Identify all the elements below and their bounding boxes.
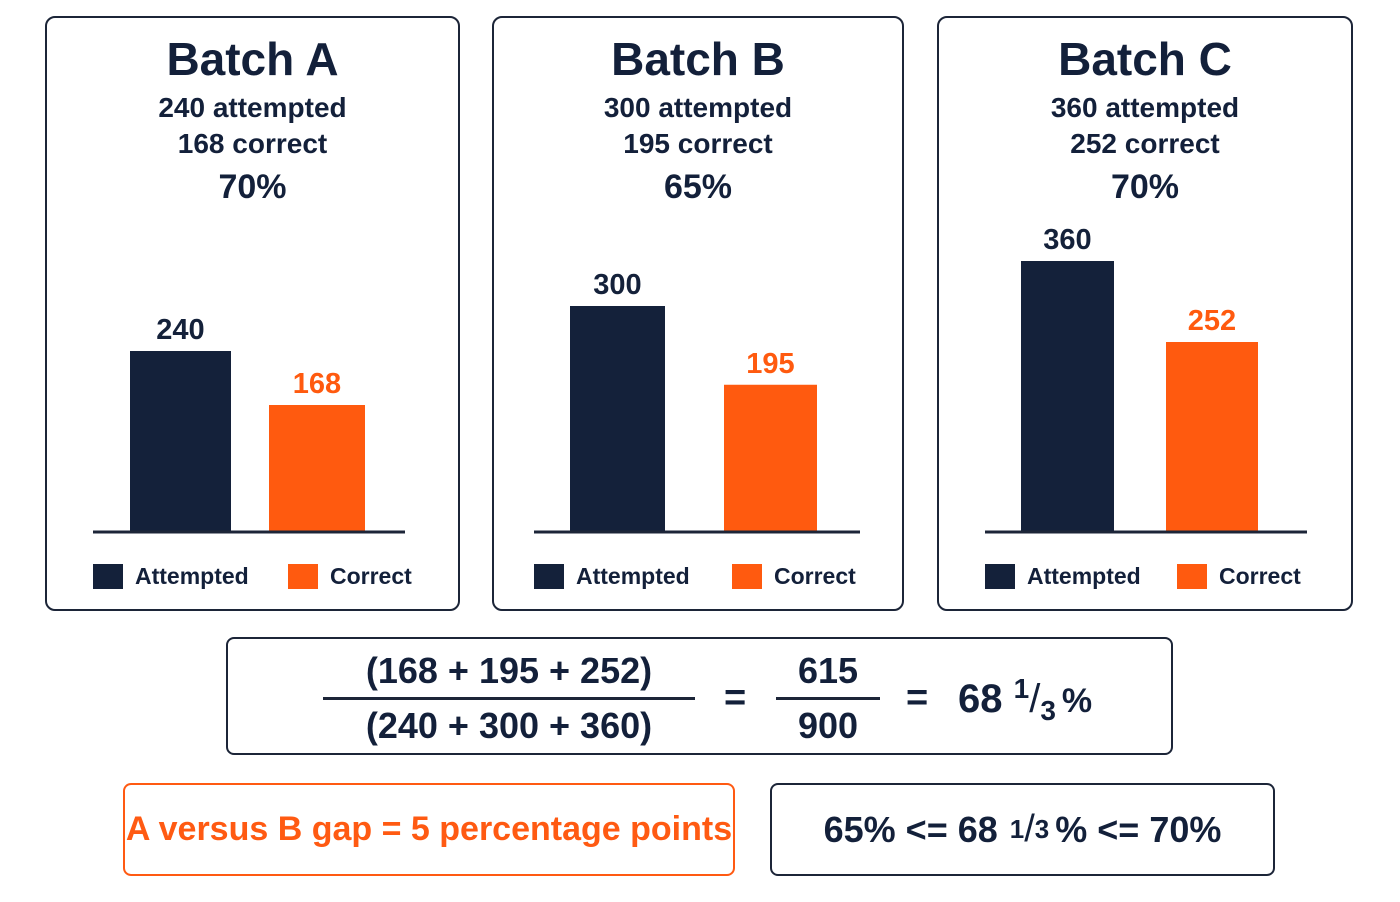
legend-label: Attempted <box>1027 563 1141 589</box>
attempted-value-label: 240 <box>156 314 204 346</box>
panel-title: Batch A <box>166 33 339 85</box>
attempted-line: 300 attempted <box>603 92 793 123</box>
attempted-line: 360 attempted <box>1050 92 1240 123</box>
legend-item-attempted: Attempted <box>985 563 1141 590</box>
attempted-swatch <box>93 564 123 589</box>
gap-note: A versus B gap = 5 percentage points <box>123 783 735 876</box>
correct-swatch <box>288 564 318 589</box>
legend-label: Correct <box>774 563 856 589</box>
fraction-bar <box>323 697 695 700</box>
correct-bar <box>724 384 817 531</box>
legend-item-correct: Correct <box>1177 563 1301 590</box>
panel-title: Batch C <box>1058 33 1232 85</box>
correct-bar <box>269 405 365 531</box>
bar-chart: 300 195 <box>534 269 860 534</box>
attempted-bar <box>570 306 665 531</box>
bar-chart: 360 252 <box>985 224 1307 534</box>
percent-line: 65% <box>663 168 733 206</box>
correct-value-label: 168 <box>293 368 341 400</box>
batch-c-panel: Batch C 360 attempted 252 correct 70% 36… <box>937 16 1353 611</box>
result-frac-num: 1 <box>1013 673 1030 704</box>
correct-line: 195 correct <box>623 128 773 159</box>
legend-label: Attempted <box>135 563 249 589</box>
percent-line: 70% <box>1110 168 1180 206</box>
correct-line: 252 correct <box>1070 128 1220 159</box>
batch-b-panel: Batch B 300 attempted 195 correct 65% 30… <box>492 16 904 611</box>
legend-label: Correct <box>1219 563 1301 589</box>
fraction-numerator: (168 + 195 + 252) <box>365 650 653 691</box>
correct-value-label: 252 <box>1188 305 1236 337</box>
panel-title: Batch B <box>611 33 785 85</box>
attempted-bar <box>1021 261 1114 531</box>
correct-value-label: 195 <box>746 348 794 380</box>
aggregate-equation: (168 + 195 + 252) (240 + 300 + 360) = 61… <box>226 637 1173 755</box>
attempted-line: 240 attempted <box>158 92 347 123</box>
sum-fraction: (168 + 195 + 252) (240 + 300 + 360) <box>323 649 695 748</box>
legend-label: Attempted <box>576 563 690 589</box>
legend-item-correct: Correct <box>732 563 856 590</box>
result-value: 68 1/3% <box>958 673 1092 727</box>
result-whole: 68 <box>958 677 1003 721</box>
result-frac-slash: / <box>1029 677 1041 721</box>
correct-swatch <box>732 564 762 589</box>
fraction-denominator: 900 <box>797 704 859 746</box>
range-frac-slash: / <box>1024 808 1035 850</box>
legend-item-correct: Correct <box>288 563 412 590</box>
range-frac-den: 3 <box>1034 814 1050 844</box>
range-left: 65% <= 68 <box>823 808 998 850</box>
correct-swatch <box>1177 564 1207 589</box>
percent-line: 70% <box>218 168 287 206</box>
correct-line: 168 correct <box>177 128 328 159</box>
range-note: 65% <= 68 1/3 % <= 70% <box>770 783 1275 876</box>
fraction-bar <box>776 697 880 700</box>
attempted-bar <box>130 351 231 531</box>
fraction-numerator: 615 <box>797 650 859 691</box>
total-fraction: 615 900 <box>776 649 880 748</box>
result-percent: % <box>1061 682 1093 720</box>
legend-label: Correct <box>330 563 412 589</box>
equals-sign: = <box>724 677 747 719</box>
legend-item-attempted: Attempted <box>534 563 690 590</box>
bar-chart: 240 168 <box>93 314 405 534</box>
legend: Attempted Correct <box>47 563 458 593</box>
attempted-value-label: 300 <box>593 269 641 301</box>
range-frac-num: 1 <box>1009 814 1025 844</box>
result-frac-den: 3 <box>1040 695 1056 726</box>
batch-a-panel: Batch A 240 attempted 168 correct 70% 24… <box>45 16 460 611</box>
legend-item-attempted: Attempted <box>93 563 249 590</box>
correct-bar <box>1166 342 1258 531</box>
attempted-swatch <box>985 564 1015 589</box>
legend: Attempted Correct <box>494 563 902 593</box>
attempted-value-label: 360 <box>1043 224 1091 256</box>
equals-sign: = <box>906 677 929 719</box>
attempted-swatch <box>534 564 564 589</box>
legend: Attempted Correct <box>939 563 1351 593</box>
fraction-denominator: (240 + 300 + 360) <box>365 704 653 746</box>
range-right: % <= 70% <box>1055 808 1222 850</box>
